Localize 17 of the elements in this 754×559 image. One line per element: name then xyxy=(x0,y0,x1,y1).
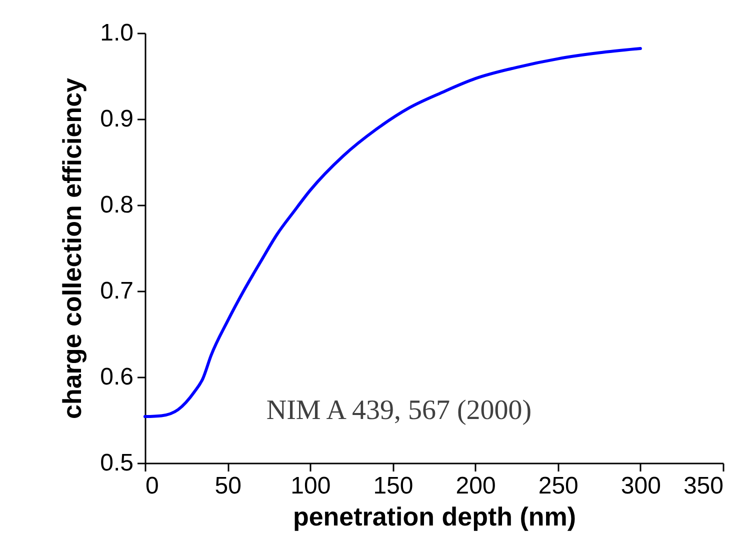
y-tick-label: 0.9 xyxy=(100,106,134,132)
y-tick-label: 0.8 xyxy=(100,192,134,218)
y-tick-label: 0.5 xyxy=(100,450,134,476)
y-axis-title: charge collection efficiency xyxy=(57,77,88,420)
x-tick-label: 50 xyxy=(214,472,242,500)
y-tick-label: 0.7 xyxy=(100,278,134,304)
x-tick-label: 100 xyxy=(290,472,331,500)
x-tick-label: 250 xyxy=(538,472,578,500)
y-tick-label: 1.0 xyxy=(100,20,134,46)
x-tick-label: 200 xyxy=(456,472,496,500)
x-tick-label: 0 xyxy=(146,472,159,500)
y-tick-label: 0.6 xyxy=(100,364,134,390)
x-axis-title: penetration depth (nm) xyxy=(292,502,576,532)
annotation: NIM A 439, 567 (2000) xyxy=(266,395,532,426)
x-tick-label: 350 xyxy=(683,472,724,500)
x-tick-label: 300 xyxy=(620,472,661,500)
x-tick-label: 150 xyxy=(373,472,414,500)
